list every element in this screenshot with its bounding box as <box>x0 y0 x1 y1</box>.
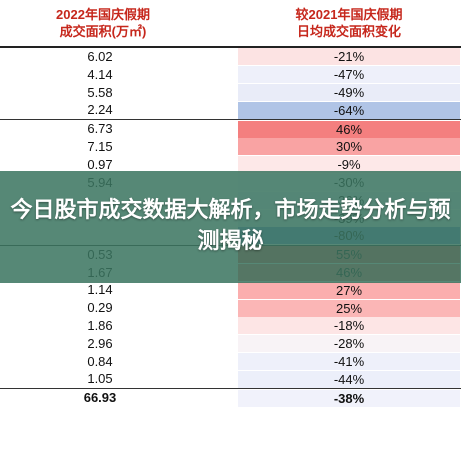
total-change-cell: -38% <box>238 389 460 407</box>
change-header-line2: 日均成交面积变化 <box>296 24 401 39</box>
total-area-cell: 66.93 <box>83 390 117 406</box>
change-cell: 46% <box>238 120 460 138</box>
area-cell: 2.24 <box>87 102 113 118</box>
change-cell: 30% <box>238 138 460 156</box>
area-cell: 4.14 <box>87 66 113 82</box>
change-cell: -9% <box>238 156 460 174</box>
header-divider <box>0 46 461 48</box>
table-row: 1.05 -44% <box>0 370 461 388</box>
change-cell: 25% <box>238 299 460 317</box>
area-header-line1: 2022年国庆假期 <box>56 7 150 22</box>
change-cell: -41% <box>238 352 460 370</box>
area-column-header: 2022年国庆假期 成交面积(万㎡) <box>8 6 198 40</box>
area-cell: 1.14 <box>87 282 113 298</box>
table-row: 2.96 -28% <box>0 335 461 353</box>
title-banner <box>0 171 461 283</box>
area-cell: 0.97 <box>87 156 113 172</box>
overlay-title: 今日股市成交数据大解析，市场走势分析与预测揭秘 <box>10 198 451 254</box>
table-header: 2022年国庆假期 成交面积(万㎡) 较2021年国庆假期 日均成交面积变化 <box>0 0 461 48</box>
change-column-header: 较2021年国庆假期 日均成交面积变化 <box>238 6 460 40</box>
area-cell: 5.58 <box>87 84 113 100</box>
area-cell: 6.02 <box>87 49 113 64</box>
total-row: 66.93 -38% <box>0 388 461 407</box>
area-cell: 1.05 <box>87 371 113 387</box>
area-cell: 1.86 <box>87 317 113 333</box>
table-row: 5.58 -49% <box>0 83 461 102</box>
area-header-line2: 成交面积(万㎡) <box>59 24 147 39</box>
area-cell: 7.15 <box>87 138 113 154</box>
change-cell: 27% <box>238 281 460 299</box>
area-cell: 2.96 <box>87 335 113 351</box>
change-cell: -47% <box>238 66 460 84</box>
table-row: 6.02 -21% <box>0 48 461 66</box>
table-row: 2.24 -64% <box>0 101 461 119</box>
change-cell: -44% <box>238 370 460 388</box>
table-row: 6.73 46% <box>0 119 461 138</box>
table-row: 0.97 -9% <box>0 156 461 174</box>
change-cell: -18% <box>238 317 460 335</box>
table-row: 1.86 -18% <box>0 317 461 335</box>
table-row: 1.14 27% <box>0 281 461 299</box>
area-cell: 0.29 <box>87 300 113 316</box>
change-header-line1: 较2021年国庆假期 <box>295 7 403 22</box>
change-cell: -64% <box>238 101 460 119</box>
table-row: 0.84 -41% <box>0 352 461 371</box>
change-cell: -21% <box>238 48 460 66</box>
table-row: 4.14 -47% <box>0 66 461 84</box>
change-cell: -28% <box>238 335 460 353</box>
table-row: 0.29 25% <box>0 299 461 317</box>
change-cell: -49% <box>238 83 460 101</box>
area-cell: 6.73 <box>87 121 113 137</box>
area-cell: 0.84 <box>87 353 113 369</box>
table-row: 7.15 30% <box>0 138 461 156</box>
